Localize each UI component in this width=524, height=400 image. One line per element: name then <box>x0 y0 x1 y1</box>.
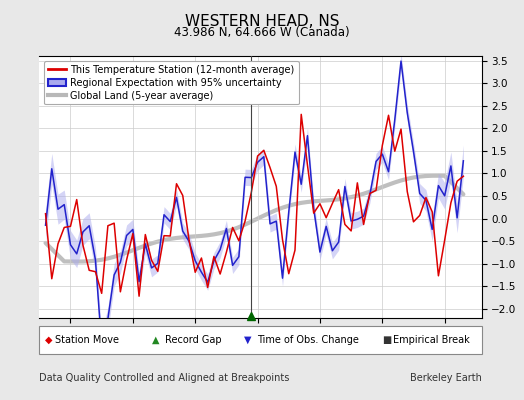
Text: ◆: ◆ <box>45 335 52 345</box>
Text: Time of Obs. Change: Time of Obs. Change <box>257 335 358 345</box>
Text: 43.986 N, 64.666 W (Canada): 43.986 N, 64.666 W (Canada) <box>174 26 350 39</box>
Text: WESTERN HEAD, NS: WESTERN HEAD, NS <box>185 14 339 29</box>
Text: ■: ■ <box>383 335 392 345</box>
Text: Station Move: Station Move <box>55 335 119 345</box>
Text: ▲: ▲ <box>152 335 159 345</box>
Text: Berkeley Earth: Berkeley Earth <box>410 373 482 383</box>
Text: Data Quality Controlled and Aligned at Breakpoints: Data Quality Controlled and Aligned at B… <box>39 373 290 383</box>
Text: Empirical Break: Empirical Break <box>393 335 470 345</box>
Text: Record Gap: Record Gap <box>165 335 222 345</box>
Text: ▼: ▼ <box>244 335 251 345</box>
Legend: This Temperature Station (12-month average), Regional Expectation with 95% uncer: This Temperature Station (12-month avera… <box>44 61 299 104</box>
